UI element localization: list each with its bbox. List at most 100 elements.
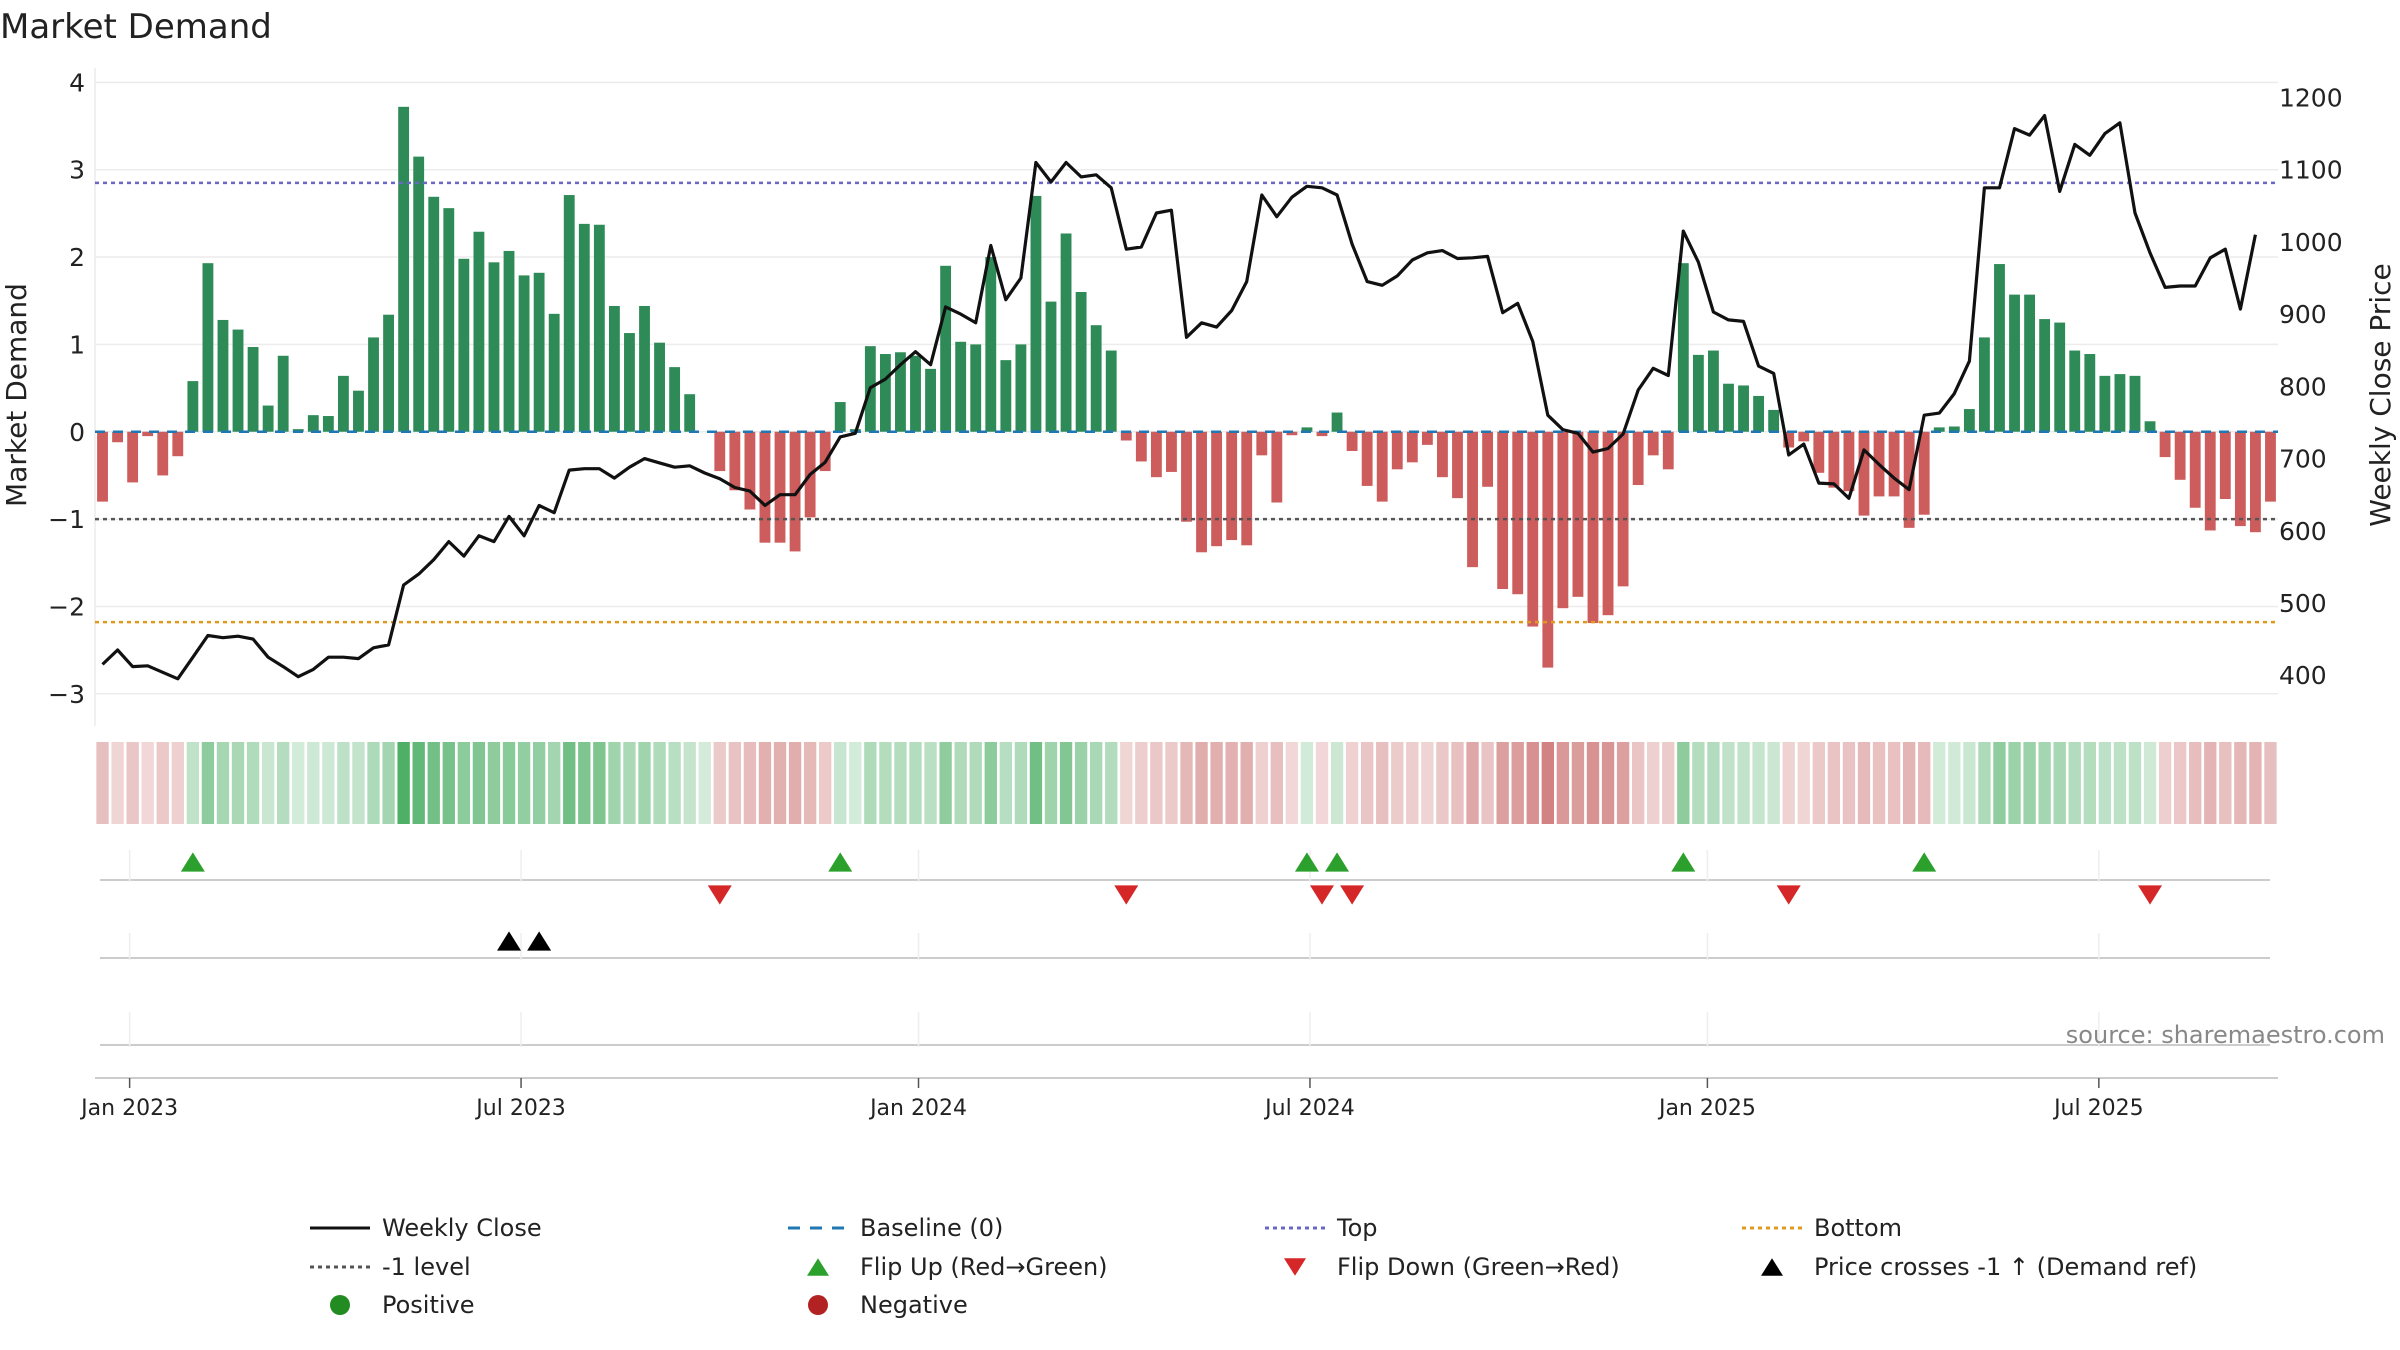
right-tick-label: 400 xyxy=(2279,661,2327,690)
heat-cell-negative xyxy=(1647,742,1660,824)
heat-cell-positive xyxy=(1737,742,1750,824)
signal-panels xyxy=(95,850,2278,1079)
demand-bar-positive xyxy=(639,305,650,432)
reference-lines xyxy=(95,181,2278,624)
demand-bar-negative xyxy=(789,431,801,552)
demand-bar-negative xyxy=(1647,431,1659,456)
heat-cell-positive xyxy=(1105,742,1118,824)
source-label: source: sharemaestro.com xyxy=(2066,1021,2385,1049)
heat-cell-positive xyxy=(1677,742,1690,824)
legend-swatch-triangle-up xyxy=(807,1258,829,1276)
legend-item: Weekly Close xyxy=(310,1214,542,1242)
heat-cell-positive xyxy=(668,742,681,824)
demand-bar-positive xyxy=(337,375,349,432)
flip-down-marker xyxy=(707,885,732,905)
heat-cell-positive xyxy=(939,742,952,824)
legend-label: Weekly Close xyxy=(382,1214,542,1242)
demand-bar-positive xyxy=(2144,421,2156,432)
heat-cell-negative xyxy=(1496,742,1509,824)
demand-bar-negative xyxy=(2219,431,2231,500)
chart-title: Market Demand xyxy=(0,7,272,47)
demand-bar-positive xyxy=(1933,427,1945,432)
heat-cell-negative xyxy=(1376,742,1389,824)
flip-up-marker xyxy=(1671,852,1696,872)
heat-cell-negative xyxy=(1797,742,1810,824)
heat-cell-negative xyxy=(1345,742,1359,824)
demand-bar-negative xyxy=(744,431,756,510)
flip-up-marker xyxy=(1912,852,1937,872)
heat-cell-positive xyxy=(2128,742,2142,824)
heat-cell-positive xyxy=(548,742,561,824)
demand-bar-positive xyxy=(1979,337,1990,432)
demand-bar-positive xyxy=(1677,263,1689,432)
demand-bar-negative xyxy=(1467,431,1478,568)
heat-cell-positive xyxy=(593,742,606,824)
heat-cell-positive xyxy=(1330,742,1344,824)
heat-cell-positive xyxy=(1752,742,1765,824)
heat-cell-positive xyxy=(532,742,546,824)
x-tick-label: Jan 2023 xyxy=(79,1096,178,1121)
heat-cell-negative xyxy=(2264,742,2277,824)
heat-cell-negative xyxy=(141,742,154,824)
demand-bar-positive xyxy=(1723,383,1734,432)
demand-bar-positive xyxy=(2084,354,2096,432)
right-axis-ticks: 400 500 600 700 800 900 1000 1100 1200 xyxy=(2279,83,2343,690)
signal-markers xyxy=(180,852,2163,951)
demand-heat-strip xyxy=(96,742,2277,824)
demand-bar-negative xyxy=(1888,431,1900,497)
heat-cell-negative xyxy=(1195,742,1208,824)
demand-bar-negative xyxy=(1361,431,1373,486)
demand-bar-positive xyxy=(1015,344,1027,432)
heat-cell-positive xyxy=(1014,742,1028,824)
demand-bar-negative xyxy=(1858,431,1870,516)
demand-bar-positive xyxy=(458,258,470,432)
heat-cell-positive xyxy=(2143,742,2157,824)
heat-cell-positive xyxy=(277,742,290,824)
heat-cell-positive xyxy=(638,742,651,824)
demand-bar-negative xyxy=(157,431,169,476)
heat-cell-positive xyxy=(864,742,877,824)
demand-bar-negative xyxy=(1572,431,1584,597)
demand-bar-positive xyxy=(925,368,936,432)
left-tick-label: 3 xyxy=(69,156,85,185)
heat-cell-negative xyxy=(1902,742,1916,824)
demand-bar-negative xyxy=(1602,431,1614,616)
demand-bar-positive xyxy=(2099,375,2111,432)
left-tick-label: 2 xyxy=(69,243,85,272)
heat-cell-negative xyxy=(1150,742,1163,824)
x-tick-label: Jul 2023 xyxy=(474,1096,566,1121)
demand-bar-negative xyxy=(1211,431,1223,547)
heat-cell-negative xyxy=(819,742,832,824)
heat-cell-negative xyxy=(803,742,817,824)
demand-bar-negative xyxy=(1542,431,1554,668)
demand-bar-positive xyxy=(910,355,921,432)
heat-cell-negative xyxy=(1135,742,1148,824)
legend-item: Price crosses -1 ↑ (Demand ref) xyxy=(1761,1253,2197,1281)
demand-bar-negative xyxy=(1452,431,1463,499)
heat-cell-positive xyxy=(1059,742,1073,824)
demand-bar-negative xyxy=(1226,431,1238,541)
legend-swatch-circle xyxy=(330,1295,350,1315)
demand-bar-negative xyxy=(1406,431,1418,463)
right-axis-label: Weekly Close Price xyxy=(2364,263,2397,526)
flip-up-marker xyxy=(180,852,205,872)
legend: Weekly Close Baseline (0) Top Bottom -1 leve… xyxy=(310,1214,2197,1319)
demand-bar-positive xyxy=(1994,264,2005,432)
demand-bar-positive xyxy=(684,394,696,432)
demand-bar-negative xyxy=(172,431,184,457)
demand-bar-positive xyxy=(292,429,304,432)
demand-bar-positive xyxy=(1301,427,1313,432)
demand-bar-negative xyxy=(2174,431,2186,480)
demand-bar-negative xyxy=(1527,431,1539,627)
demand-bar-negative xyxy=(1662,431,1674,470)
heat-cell-negative xyxy=(2158,742,2172,824)
heat-cell-negative xyxy=(1255,742,1268,824)
heat-cell-negative xyxy=(2219,742,2232,824)
demand-bar-negative xyxy=(1497,431,1509,589)
heat-cell-negative xyxy=(743,742,757,824)
heat-cell-positive xyxy=(231,742,245,824)
demand-bar-positive xyxy=(1000,360,1012,432)
heat-cell-negative xyxy=(1662,742,1675,824)
heat-cell-positive xyxy=(1978,742,1991,824)
heat-cell-positive xyxy=(487,742,501,824)
